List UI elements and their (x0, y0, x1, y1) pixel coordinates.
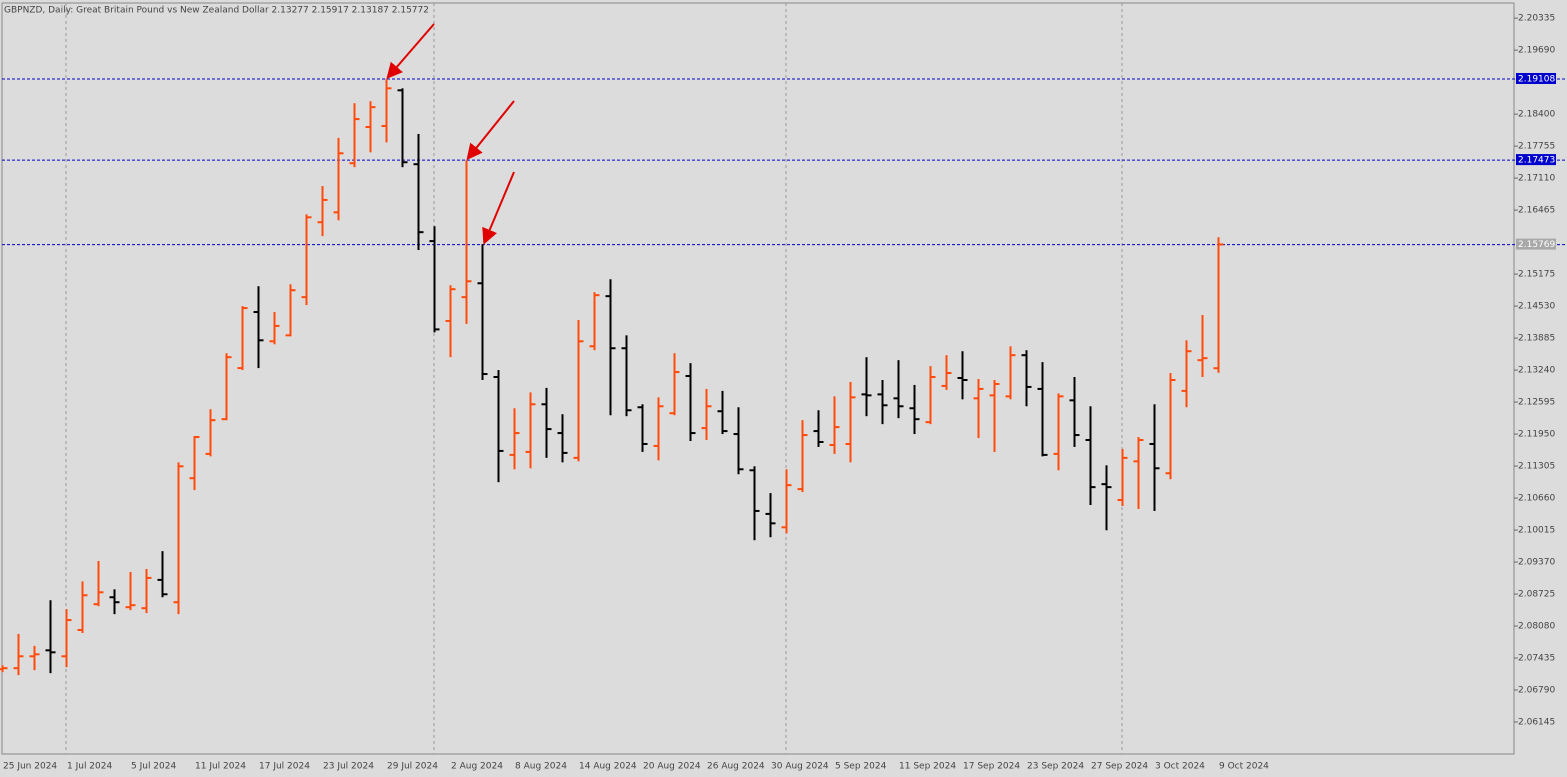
x-tick-label: 20 Aug 2024 (643, 762, 701, 772)
annotation-arrows (386, 23, 515, 245)
arrow (482, 171, 515, 245)
y-tick-label: 2.13240 (1518, 366, 1555, 376)
y-tick-label: 2.16465 (1518, 206, 1555, 216)
level-label-box (1516, 72, 1556, 84)
y-tick-label: 2.10015 (1518, 526, 1555, 536)
arrow (466, 100, 515, 161)
y-tick-label: 2.14530 (1518, 302, 1555, 312)
y-tick-label: 2.15175 (1518, 270, 1555, 280)
level-label: 2.15769 (1518, 240, 1555, 250)
x-tick-label: 29 Jul 2024 (387, 762, 438, 772)
x-tick-label: 8 Aug 2024 (515, 762, 567, 772)
x-tick-label: 30 Aug 2024 (771, 762, 829, 772)
y-tick-label: 2.12595 (1518, 398, 1555, 408)
y-tick-label: 2.11305 (1518, 462, 1555, 472)
plot-area (1, 2, 1515, 755)
y-tick-label: 2.06145 (1518, 718, 1555, 728)
level-label-box (1516, 238, 1556, 250)
x-tick-label: 5 Jul 2024 (131, 762, 176, 772)
y-tick-label: 2.06790 (1518, 686, 1555, 696)
x-tick-label: 27 Sep 2024 (1091, 762, 1148, 772)
x-tick-label: 9 Oct 2024 (1219, 762, 1269, 772)
y-tick-label: 2.17755 (1518, 142, 1555, 152)
y-tick-label: 2.20335 (1518, 14, 1555, 24)
level-label: 2.19108 (1518, 74, 1555, 84)
x-tick-label: 14 Aug 2024 (579, 762, 637, 772)
level-label-box (1516, 154, 1556, 166)
x-tick-label: 3 Oct 2024 (1155, 762, 1205, 772)
x-tick-label: 23 Sep 2024 (1027, 762, 1084, 772)
x-tick-label: 5 Sep 2024 (835, 762, 887, 772)
y-tick-label: 2.07435 (1518, 654, 1555, 664)
y-tick-label: 2.19690 (1518, 46, 1555, 56)
y-tick-label: 2.18400 (1518, 110, 1555, 120)
x-tick-label: 26 Aug 2024 (707, 762, 765, 772)
y-tick-label: 2.08725 (1518, 590, 1555, 600)
y-tick-label: 2.09370 (1518, 558, 1555, 568)
x-tick-label: 17 Sep 2024 (963, 762, 1020, 772)
x-tick-label: 1 Jul 2024 (67, 762, 112, 772)
x-tick-label: 23 Jul 2024 (323, 762, 374, 772)
x-tick-label: 25 Jun 2024 (3, 762, 57, 772)
y-tick-label: 2.08080 (1518, 622, 1555, 632)
arrow (386, 23, 435, 80)
y-tick-label: 2.10660 (1518, 494, 1555, 504)
chart-title: GBPNZD, Daily: Great Britain Pound vs Ne… (4, 6, 429, 16)
level-label: 2.17473 (1518, 156, 1555, 166)
x-tick-label: 11 Jul 2024 (195, 762, 246, 772)
x-tick-label: 11 Sep 2024 (899, 762, 956, 772)
x-tick-label: 2 Aug 2024 (451, 762, 503, 772)
x-tick-label: 17 Jul 2024 (259, 762, 310, 772)
y-tick-label: 2.17110 (1518, 174, 1555, 184)
y-tick-label: 2.11950 (1518, 430, 1555, 440)
y-tick-label: 2.13885 (1518, 334, 1555, 344)
